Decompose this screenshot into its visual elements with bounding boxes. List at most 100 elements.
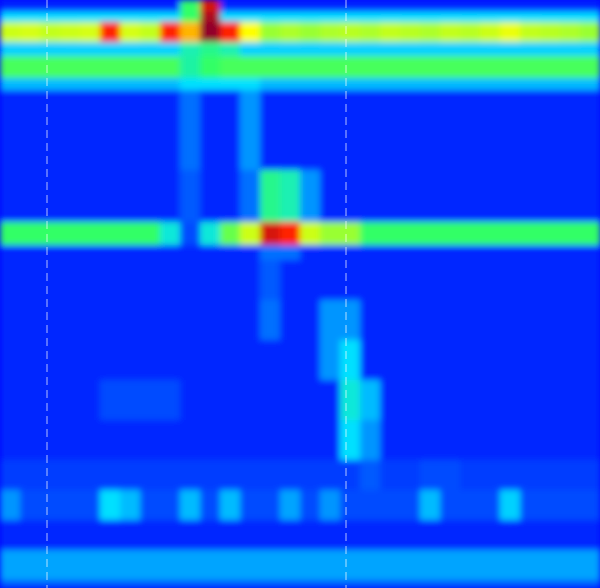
- heatmap-cell: [520, 550, 541, 581]
- heatmap-cell: [180, 90, 201, 171]
- heatmap-cell: [380, 90, 401, 171]
- heatmap-cell: [300, 520, 321, 551]
- heatmap-cell: [160, 42, 181, 57]
- heatmap-cell: [360, 90, 381, 171]
- heatmap-cell: [460, 22, 481, 43]
- heatmap-cell: [440, 300, 461, 341]
- heatmap-cell: [480, 56, 501, 79]
- heatmap-cell: [160, 56, 181, 79]
- heatmap-cell: [400, 520, 421, 551]
- heatmap-cell: [460, 42, 481, 57]
- heatmap-cell: [540, 56, 561, 79]
- heatmap-cell: [320, 78, 341, 91]
- heatmap-cell: [220, 0, 241, 13]
- heatmap-cell: [40, 170, 61, 223]
- heatmap-cell: [280, 222, 301, 246]
- heatmap-cell: [80, 460, 101, 491]
- heatmap-cell: [40, 380, 61, 421]
- heatmap-cell: [540, 460, 561, 491]
- heatmap-cell: [320, 56, 341, 79]
- heatmap-cell: [440, 78, 461, 91]
- heatmap-cell: [40, 580, 61, 588]
- heatmap-cell: [40, 22, 61, 43]
- heatmap-cell: [140, 170, 161, 223]
- heatmap-cell: [280, 78, 301, 91]
- heatmap-cell: [560, 42, 581, 57]
- heatmap-cell: [100, 380, 121, 421]
- heatmap-cell: [0, 300, 21, 341]
- heatmap-cell: [140, 490, 161, 521]
- heatmap-cell: [520, 520, 541, 551]
- heatmap-cell: [540, 245, 561, 261]
- heatmap-cell: [480, 222, 501, 246]
- heatmap-cell: [200, 42, 221, 57]
- heatmap-cell: [460, 460, 481, 491]
- heatmap-cell: [440, 222, 461, 246]
- heatmap-cell: [220, 260, 241, 301]
- heatmap-cell: [300, 78, 321, 91]
- heatmap-cell: [440, 0, 461, 13]
- heatmap-cell: [100, 490, 121, 521]
- heatmap-cell: [520, 222, 541, 246]
- heatmap-cell: [200, 580, 221, 588]
- heatmap-cell: [580, 90, 600, 171]
- heatmap-cell: [360, 340, 381, 381]
- heatmap-cell: [240, 340, 261, 381]
- heatmap-cell: [400, 22, 421, 43]
- heatmap-cell: [320, 550, 341, 581]
- heatmap-cell: [140, 460, 161, 491]
- heatmap-cell: [120, 490, 141, 521]
- heatmap-cell: [560, 340, 581, 381]
- heatmap-cell: [420, 222, 441, 246]
- heatmap-cell: [20, 380, 41, 421]
- heatmap-cell: [160, 550, 181, 581]
- heatmap-cell: [420, 78, 441, 91]
- heatmap-cell: [300, 580, 321, 588]
- heatmap-cell: [100, 340, 121, 381]
- heatmap-cell: [60, 22, 81, 43]
- heatmap-cell: [440, 460, 461, 491]
- heatmap-cell: [500, 260, 521, 301]
- heatmap-cell: [40, 78, 61, 91]
- heatmap-cell: [260, 340, 281, 381]
- heatmap-cell: [480, 300, 501, 341]
- heatmap-cell: [80, 420, 101, 461]
- heatmap-cell: [400, 12, 421, 23]
- heatmap-cell: [260, 420, 281, 461]
- heatmap-cell: [520, 170, 541, 223]
- heatmap-cell: [360, 420, 381, 461]
- heatmap-cell: [0, 170, 21, 223]
- heatmap-cell: [380, 580, 401, 588]
- heatmap-cell: [120, 222, 141, 246]
- heatmap-cell: [80, 0, 101, 13]
- heatmap-cell: [320, 170, 341, 223]
- heatmap-cell: [580, 56, 600, 79]
- heatmap-cell: [200, 12, 221, 23]
- heatmap-cell: [360, 22, 381, 43]
- heatmap-cell: [500, 550, 521, 581]
- heatmap-cell: [520, 580, 541, 588]
- heatmap-cell: [300, 490, 321, 521]
- heatmap-cell: [80, 245, 101, 261]
- heatmap-cell: [120, 520, 141, 551]
- heatmap-cell: [80, 260, 101, 301]
- heatmap-cell: [460, 90, 481, 171]
- heatmap-cell: [480, 520, 501, 551]
- heatmap-cell: [440, 56, 461, 79]
- heatmap-cell: [120, 460, 141, 491]
- heatmap-cell: [460, 170, 481, 223]
- heatmap-cell: [340, 222, 361, 246]
- heatmap-cell: [460, 245, 481, 261]
- heatmap-cell: [260, 520, 281, 551]
- heatmap-cell: [340, 460, 361, 491]
- heatmap-cell: [100, 260, 121, 301]
- heatmap-cell: [380, 0, 401, 13]
- heatmap-cell: [560, 12, 581, 23]
- heatmap-cell: [120, 380, 141, 421]
- heatmap-cell: [280, 580, 301, 588]
- heatmap-cell: [480, 380, 501, 421]
- heatmap-cell: [580, 550, 600, 581]
- heatmap-cell: [300, 90, 321, 171]
- heatmap-cell: [160, 420, 181, 461]
- heatmap-cell: [240, 460, 261, 491]
